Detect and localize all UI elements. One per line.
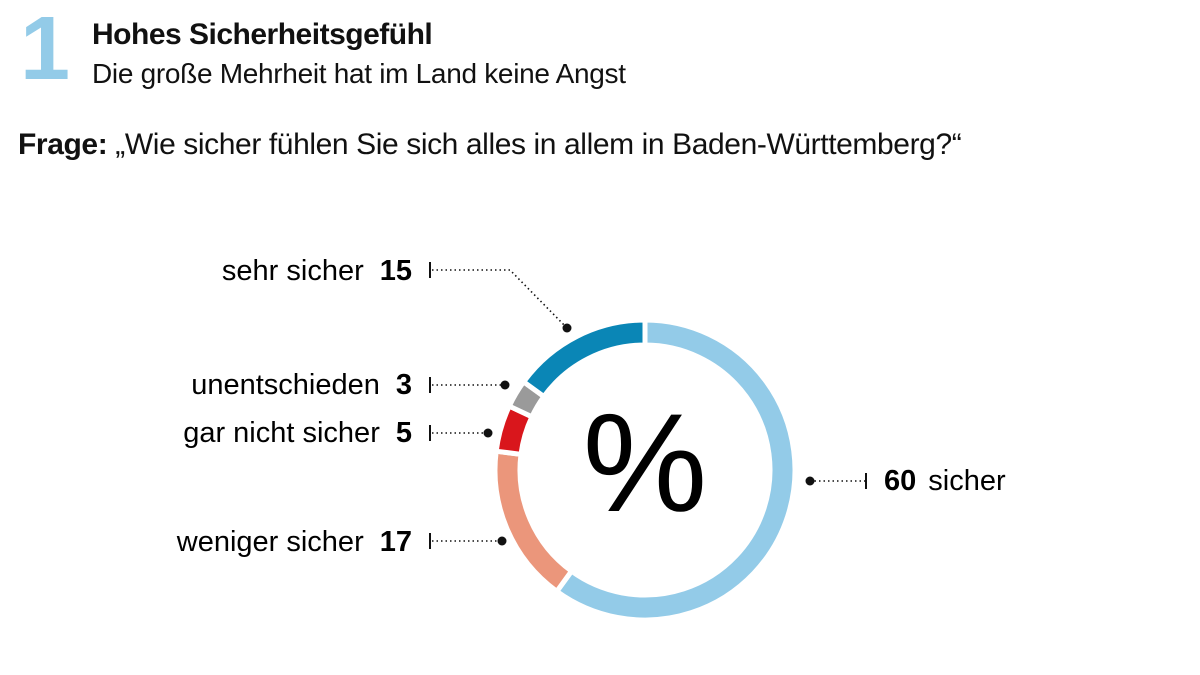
leader-dot: [500, 380, 510, 390]
category-label: weniger sicher: [176, 526, 364, 558]
value-label: 5: [396, 417, 412, 449]
chart-title: Hohes Sicherheitsgefühl: [92, 18, 433, 51]
category-label: gar nicht sicher: [183, 417, 380, 449]
value-label: 60: [884, 465, 916, 497]
leader-line: [432, 269, 568, 329]
leader-dot: [483, 428, 493, 438]
question-label: Frage:: [18, 128, 108, 161]
leader-dot: [805, 476, 815, 486]
slice-label: 60 sicher: [884, 465, 1006, 497]
slice-label: sehr sicher 15: [222, 255, 412, 287]
value-label: 15: [380, 255, 412, 287]
leader-dot: [562, 323, 572, 333]
category-label: sicher: [928, 465, 1006, 497]
leader-dot: [497, 536, 507, 546]
donut-slice: [520, 317, 648, 401]
section-number: 1: [20, 0, 71, 99]
donut-slice: [492, 448, 576, 595]
donut-slice: [553, 317, 798, 623]
center-label: %: [583, 384, 707, 541]
value-label: 17: [380, 526, 412, 558]
slice-label: unentschieden 3: [191, 369, 412, 401]
question-text: „Wie sicher fühlen Sie sich alles in all…: [115, 128, 962, 161]
slice-label: weniger sicher 17: [176, 526, 412, 558]
category-label: sehr sicher: [222, 255, 364, 287]
question: Frage: „Wie sicher fühlen Sie sich alles …: [18, 128, 962, 162]
slice-label: gar nicht sicher 5: [183, 417, 412, 449]
chart-subtitle: Die große Mehrheit hat im Land keine Ang…: [92, 58, 626, 89]
value-label: 3: [396, 369, 412, 401]
category-label: unentschieden: [191, 369, 380, 401]
